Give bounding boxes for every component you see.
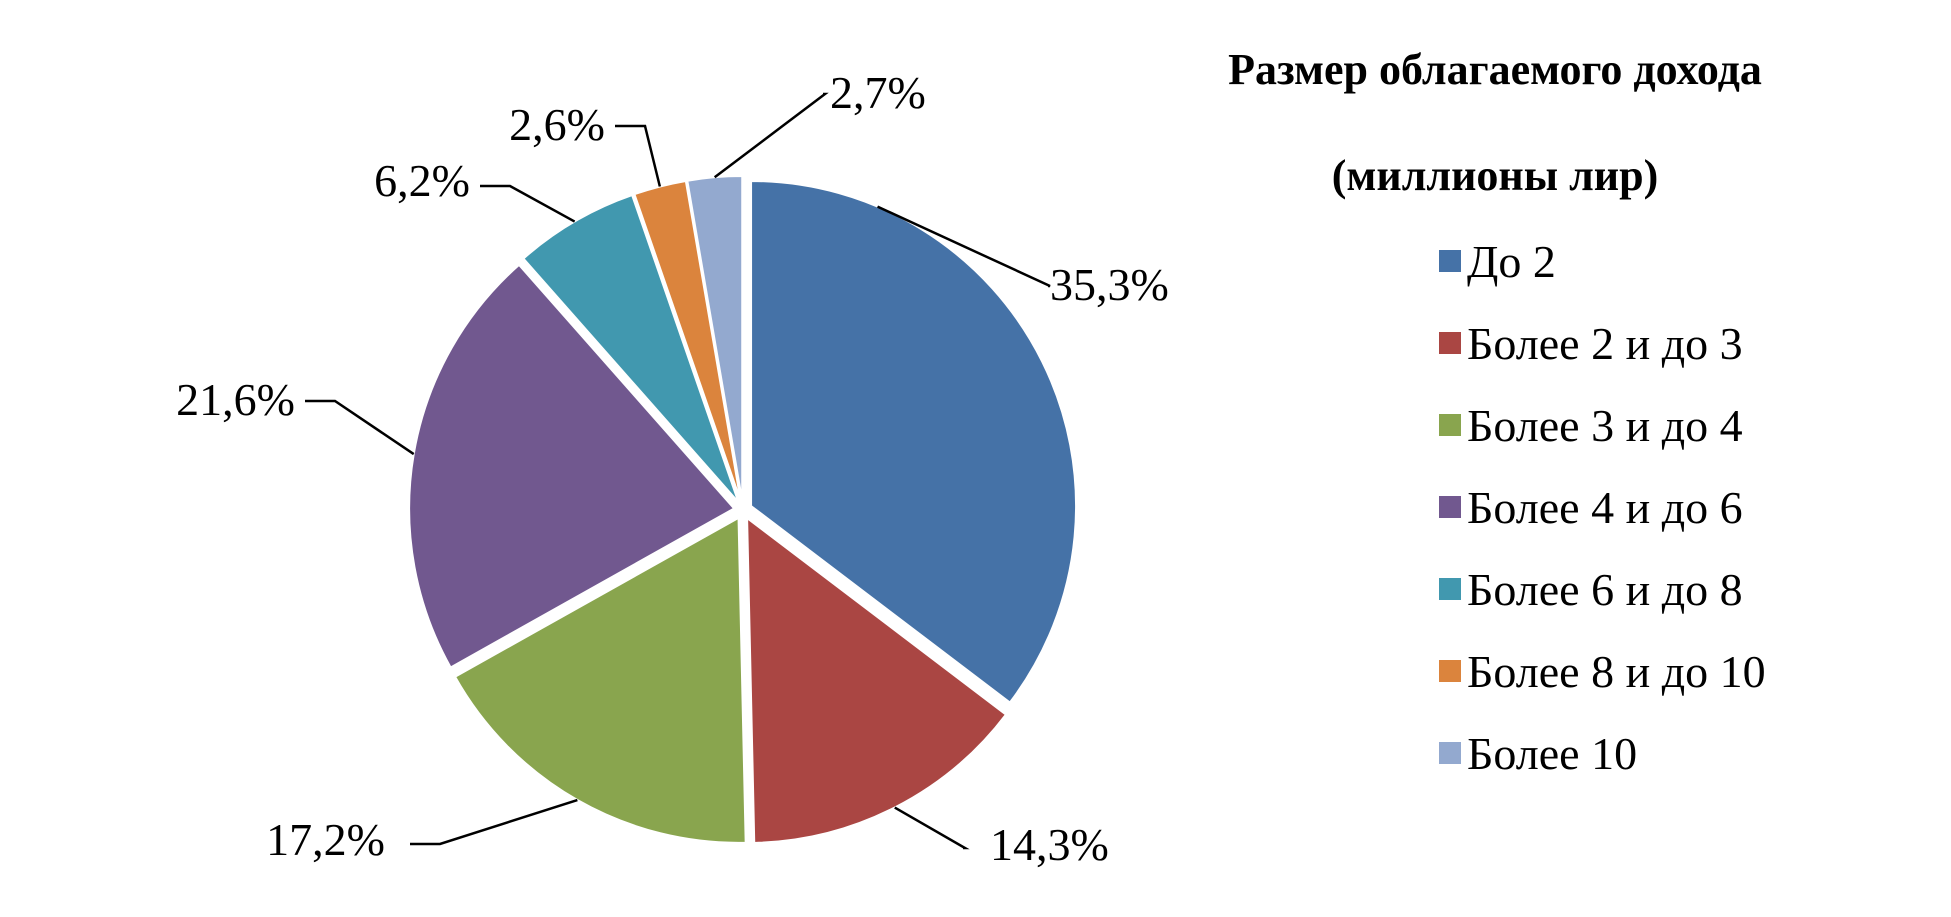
chart-subtitle: (миллионы лир): [1331, 151, 1659, 200]
legend-item: До 2: [1439, 220, 1885, 302]
data-label: 6,2%: [374, 155, 470, 206]
leader-line: [894, 806, 970, 850]
legend-label: Более 10: [1467, 727, 1638, 779]
leader-line: [615, 124, 662, 187]
chart-title: Размер облагаемого дохода: [1228, 45, 1762, 94]
legend-item: Более 6 и до 8: [1439, 548, 1885, 630]
legend-label: Более 3 и до 4: [1467, 399, 1743, 451]
legend: Размер облагаемого дохода (миллионы лир)…: [1185, 40, 1885, 794]
data-label: 14,3%: [990, 819, 1109, 870]
legend-item: Более 10: [1439, 712, 1885, 794]
legend-swatch: [1439, 250, 1461, 272]
leader-line: [876, 205, 1051, 288]
pie-slice: [750, 179, 1078, 704]
data-label: 2,7%: [830, 67, 926, 118]
data-label: 2,6%: [509, 99, 605, 150]
leader-line: [410, 798, 578, 846]
leader-line: [305, 399, 415, 456]
pie-slice: [521, 193, 740, 503]
legend-items: До 2 Более 2 и до 3 Более 3 и до 4 Более…: [1185, 220, 1885, 794]
leader-line: [713, 92, 829, 179]
legend-label: До 2: [1467, 235, 1556, 287]
legend-item: Более 8 и до 10: [1439, 630, 1885, 712]
legend-label: Более 4 и до 6: [1467, 481, 1743, 533]
data-label: 35,3%: [1050, 259, 1169, 310]
legend-swatch: [1439, 332, 1461, 354]
legend-swatch: [1439, 660, 1461, 682]
data-label: 17,2%: [266, 814, 385, 865]
legend-label: Более 6 и до 8: [1467, 563, 1743, 615]
legend-item: Более 4 и до 6: [1439, 466, 1885, 548]
legend-item: Более 2 и до 3: [1439, 302, 1885, 384]
legend-swatch: [1439, 578, 1461, 600]
legend-item: Более 3 и до 4: [1439, 384, 1885, 466]
data-label: 21,6%: [176, 374, 295, 425]
legend-swatch: [1439, 496, 1461, 518]
legend-label: Более 2 и до 3: [1467, 317, 1743, 369]
legend-swatch: [1439, 414, 1461, 436]
legend-swatch: [1439, 742, 1461, 764]
legend-label: Более 8 и до 10: [1467, 645, 1766, 697]
leader-line: [480, 184, 576, 223]
